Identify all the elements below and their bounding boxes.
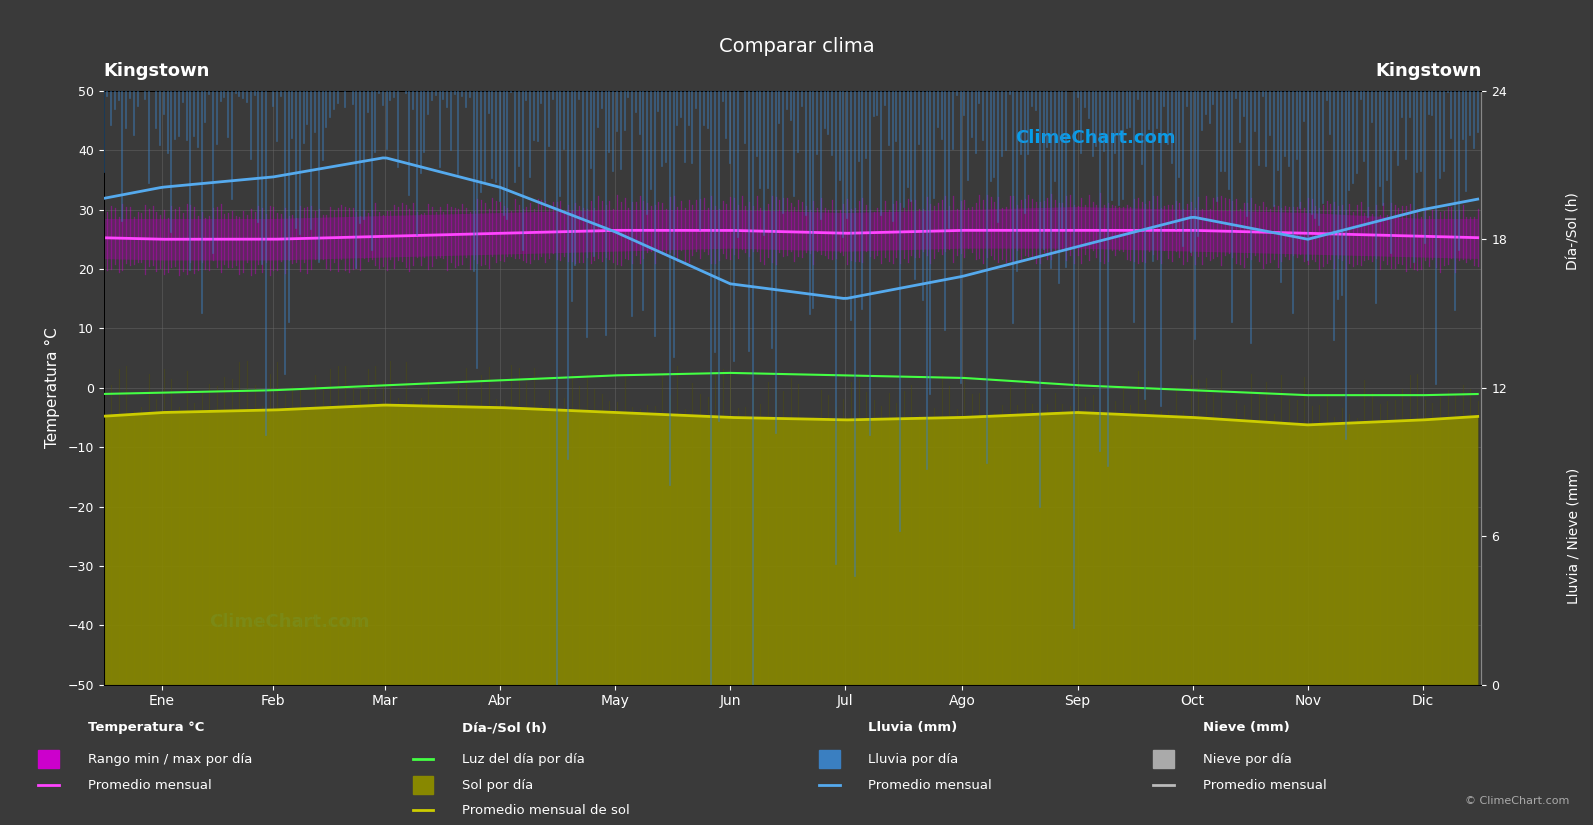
Text: Sol por día: Sol por día [462, 779, 534, 792]
Text: Kingstown: Kingstown [1375, 62, 1481, 80]
Text: Lluvia por día: Lluvia por día [868, 752, 959, 766]
Text: Día-/Sol (h): Día-/Sol (h) [1568, 192, 1580, 270]
Text: Rango min / max por día: Rango min / max por día [88, 752, 252, 766]
Text: Lluvia / Nieve (mm): Lluvia / Nieve (mm) [1568, 468, 1580, 605]
Bar [1153, 750, 1174, 768]
Text: Promedio mensual: Promedio mensual [1203, 779, 1327, 792]
Bar [819, 750, 840, 768]
Text: Temperatura °C: Temperatura °C [88, 721, 204, 734]
Text: ClimeChart.com: ClimeChart.com [209, 613, 370, 631]
Text: Comparar clima: Comparar clima [718, 37, 875, 56]
Text: Promedio mensual: Promedio mensual [88, 779, 212, 792]
Text: Día-/Sol (h): Día-/Sol (h) [462, 721, 546, 734]
Text: Luz del día por día: Luz del día por día [462, 752, 585, 766]
Text: Promedio mensual: Promedio mensual [868, 779, 992, 792]
Text: © ClimeChart.com: © ClimeChart.com [1464, 796, 1569, 806]
Text: Nieve (mm): Nieve (mm) [1203, 721, 1289, 734]
Bar [413, 776, 433, 794]
Text: Lluvia (mm): Lluvia (mm) [868, 721, 957, 734]
Text: Nieve por día: Nieve por día [1203, 752, 1292, 766]
Text: Promedio mensual de sol: Promedio mensual de sol [462, 804, 629, 817]
Bar [38, 750, 59, 768]
Text: Kingstown: Kingstown [104, 62, 210, 80]
Y-axis label: Temperatura °C: Temperatura °C [45, 328, 61, 448]
Text: ClimeChart.com: ClimeChart.com [1015, 130, 1176, 148]
